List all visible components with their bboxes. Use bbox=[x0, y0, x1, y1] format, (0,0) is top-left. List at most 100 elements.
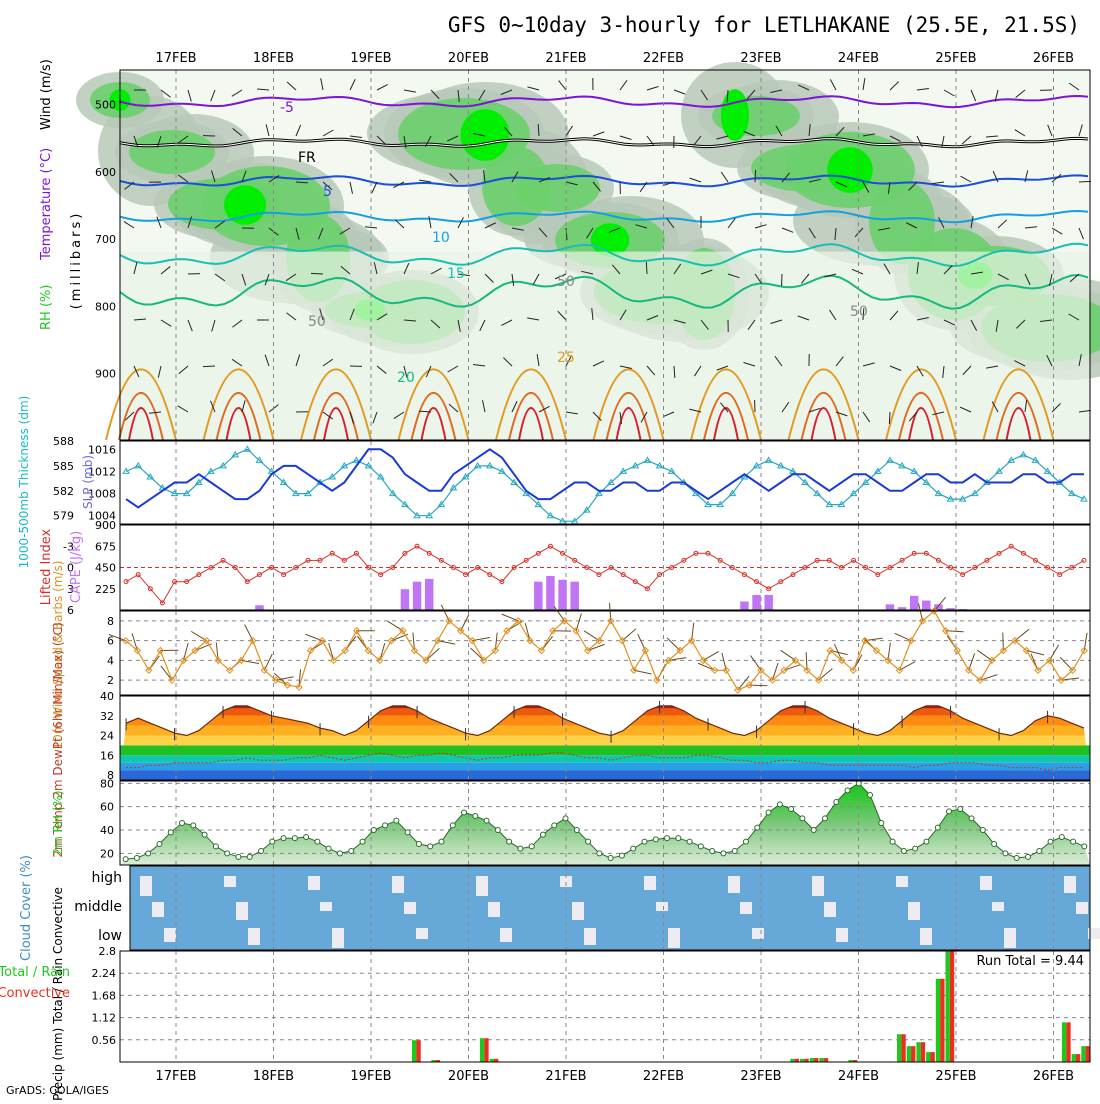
rh-point bbox=[698, 844, 703, 849]
rh-point bbox=[653, 837, 658, 842]
rh-point bbox=[563, 816, 568, 821]
precip-bar-convective bbox=[1076, 1054, 1080, 1062]
cloud-cell bbox=[320, 902, 332, 911]
precip-bar-total bbox=[819, 1058, 823, 1062]
cape-bar bbox=[910, 596, 918, 610]
date-label-bottom: 24FEB bbox=[838, 1069, 879, 1084]
rh-point bbox=[732, 849, 737, 854]
rh-point bbox=[992, 842, 997, 847]
cloud-cell bbox=[332, 928, 344, 948]
temp-band bbox=[120, 736, 1090, 746]
cloud-label: Cloud Cover (%) bbox=[19, 855, 34, 961]
cloud-cell bbox=[896, 876, 908, 887]
cloud-ylabel: Cloud Cover (%) bbox=[19, 855, 34, 961]
precip-tick: 2.8 bbox=[99, 945, 117, 958]
wind-speed-line bbox=[126, 611, 1084, 690]
wind-tick: 4 bbox=[107, 654, 114, 667]
rh-point bbox=[213, 844, 218, 849]
temp-tick: 24 bbox=[100, 730, 114, 743]
rh-label: 2m RH (%) bbox=[51, 790, 65, 855]
rh-point bbox=[958, 807, 963, 812]
precip-bar-convective bbox=[901, 1034, 905, 1062]
cloud-level-label: low bbox=[98, 928, 122, 944]
date-label-top: 17FEB bbox=[155, 51, 196, 66]
cloud-cell bbox=[1004, 928, 1016, 948]
wind-barb-10m bbox=[751, 656, 761, 671]
rh-point bbox=[687, 839, 692, 844]
cloud-cell bbox=[980, 876, 992, 890]
rh-point bbox=[800, 816, 805, 821]
rh-point bbox=[913, 846, 918, 851]
cape-bar bbox=[886, 604, 894, 610]
wind-barb-10m bbox=[977, 650, 992, 660]
rh-point bbox=[1037, 849, 1042, 854]
temp-fill-group bbox=[120, 696, 1090, 745]
slp-ylabel: SLP (mb) bbox=[81, 455, 95, 509]
precip-bar-total bbox=[1062, 1022, 1066, 1062]
dewpoint-band bbox=[120, 745, 1090, 755]
cape-bar bbox=[570, 582, 578, 610]
cape-bar bbox=[752, 595, 760, 610]
cape-tick: 225 bbox=[95, 583, 116, 596]
precip-bar-convective bbox=[824, 1058, 828, 1062]
rh-point bbox=[890, 839, 895, 844]
precip-tick: 0.56 bbox=[92, 1034, 117, 1047]
precip-tick: 1.12 bbox=[92, 1012, 117, 1025]
rh-point bbox=[428, 844, 433, 849]
precip-bar-total bbox=[897, 1034, 901, 1062]
cloud-cell bbox=[752, 928, 764, 939]
isotherm-label: -5 bbox=[280, 100, 294, 116]
cape-bar bbox=[413, 582, 421, 610]
cape-bar bbox=[401, 589, 409, 610]
rh-point bbox=[755, 825, 760, 830]
rh-point bbox=[326, 846, 331, 851]
cloud-cell bbox=[488, 902, 500, 917]
rh-point bbox=[123, 857, 128, 862]
rh-point bbox=[157, 842, 162, 847]
rh-point bbox=[676, 836, 681, 841]
rh-point bbox=[473, 814, 478, 819]
precip-bar-total bbox=[936, 979, 940, 1062]
wind-barb-10m bbox=[161, 666, 172, 680]
cloud-cell bbox=[308, 876, 320, 890]
cape-bar bbox=[546, 576, 554, 610]
cloud-cell bbox=[644, 876, 656, 890]
rh-point bbox=[789, 807, 794, 812]
ylabel-rh: RH (%) bbox=[39, 285, 54, 330]
rh-point bbox=[935, 825, 940, 830]
wind-barb bbox=[1079, 181, 1091, 182]
rh-point bbox=[337, 851, 342, 856]
cape-bar bbox=[558, 580, 566, 610]
cloud-cell bbox=[416, 928, 428, 939]
rh-point bbox=[743, 839, 748, 844]
temp-tick: 16 bbox=[100, 749, 114, 762]
rh-point bbox=[315, 839, 320, 844]
cloud-cell bbox=[812, 876, 824, 896]
rh-point bbox=[834, 800, 839, 805]
rh-point bbox=[371, 828, 376, 833]
date-label-top: 20FEB bbox=[448, 51, 489, 66]
pressure-tick: 900 bbox=[95, 368, 116, 381]
rh-area bbox=[120, 783, 1090, 865]
wind-barb bbox=[889, 412, 890, 424]
date-label-top: 19FEB bbox=[350, 51, 391, 66]
cape-bar bbox=[740, 602, 748, 611]
cloud-cell bbox=[164, 928, 176, 942]
wind-barb-10m bbox=[1060, 657, 1073, 670]
date-label-top: 24FEB bbox=[838, 51, 879, 66]
rh-point bbox=[879, 821, 884, 826]
rh-point bbox=[416, 842, 421, 847]
rh-point bbox=[180, 821, 185, 826]
isotherm-label: 5 bbox=[323, 184, 332, 200]
precip-bar-convective bbox=[911, 1046, 915, 1062]
precip-bar-convective bbox=[1066, 1022, 1070, 1062]
rh-point bbox=[1059, 835, 1064, 840]
rh-region-green bbox=[129, 130, 215, 174]
rh-point bbox=[394, 818, 399, 823]
precip-conv-label: Convective bbox=[0, 986, 70, 1001]
rh-point bbox=[134, 856, 139, 861]
isotherm-label: 50 bbox=[308, 314, 326, 330]
